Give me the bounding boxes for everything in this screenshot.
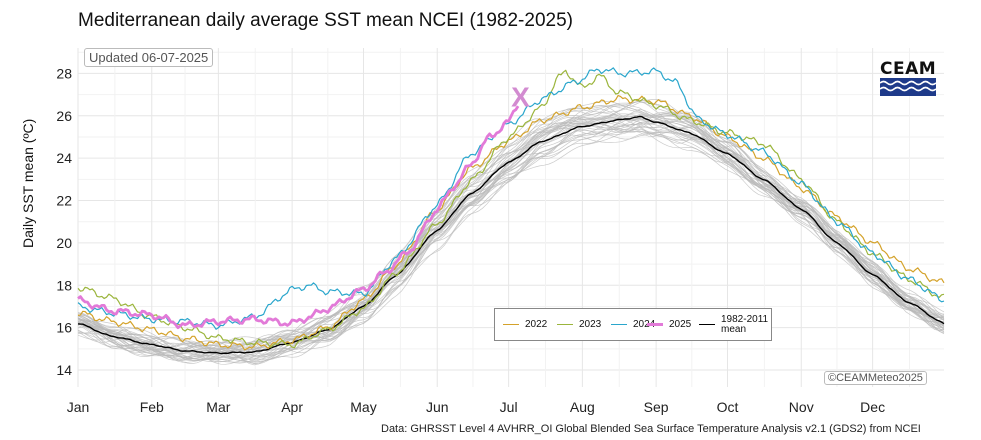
x-axis-ticks: Jan Feb Mar Apr May Jun Jul Aug Sep Oct Nov Dec — [67, 399, 885, 415]
series-line-2025 — [77, 105, 520, 330]
legend: 2022 2023 2024 2025 1982-2011 mean — [494, 308, 772, 341]
y-tick-label: 18 — [56, 277, 72, 293]
x-tick-label: Sep — [644, 399, 669, 415]
legend-item-mean: 1982-2011 mean — [699, 309, 768, 340]
y-tick-label: 22 — [56, 193, 72, 209]
series-line-2023 — [77, 69, 945, 349]
legend-label: 2025 — [669, 319, 692, 330]
x-tick-label: Nov — [789, 399, 814, 415]
x-tick-label: May — [350, 399, 376, 415]
legend-label: 2023 — [579, 319, 602, 330]
y-tick-label: 26 — [56, 108, 72, 124]
waves-icon — [879, 78, 937, 96]
background-year-line — [77, 113, 945, 361]
legend-label: 2024 — [633, 319, 656, 330]
y-tick-label: 24 — [56, 150, 72, 166]
legend-mean-line2: mean — [721, 323, 747, 335]
series-line-2024 — [77, 67, 945, 330]
series-line-1982-2011-mean — [77, 115, 945, 355]
x-tick-label: Mar — [206, 399, 230, 415]
legend-item-2022: 2022 — [503, 309, 547, 340]
series-lines — [77, 67, 945, 355]
legend-swatch — [557, 324, 573, 325]
x-tick-label: Aug — [570, 399, 595, 415]
legend-item-2025: 2025 — [647, 309, 691, 340]
updated-badge: Updated 06-07-2025 — [84, 48, 214, 67]
credit-badge: ©CEAMMeteo2025 — [824, 371, 927, 385]
y-tick-label: 28 — [56, 65, 72, 81]
x-tick-label: Jan — [67, 399, 90, 415]
x-tick-label: Dec — [860, 399, 885, 415]
y-tick-label: 20 — [56, 235, 72, 251]
chart-title: Mediterranean daily average SST mean NCE… — [78, 10, 573, 31]
x-tick-label: Apr — [281, 399, 303, 415]
ceam-logo: CEAM — [879, 59, 937, 101]
x-tick-label: Oct — [717, 399, 739, 415]
x-tick-label: Jun — [426, 399, 449, 415]
forecast-marker: X — [511, 82, 530, 113]
legend-label: 2022 — [525, 319, 548, 330]
data-source: Data: GHRSST Level 4 AVHRR_OI Global Ble… — [381, 423, 921, 435]
y-tick-label: 14 — [56, 362, 72, 378]
legend-item-2023: 2023 — [557, 309, 601, 340]
background-year-line — [77, 104, 945, 360]
legend-swatch — [503, 324, 519, 325]
background-year-line — [77, 117, 945, 362]
background-year-line — [77, 126, 945, 363]
background-year-line — [77, 108, 945, 364]
background-year-line — [77, 131, 945, 363]
x-tick-label: Jul — [500, 399, 518, 415]
x-tick-label: Feb — [140, 399, 164, 415]
legend-mean-label: 1982-2011 mean — [721, 313, 769, 335]
y-axis-label: Daily SST mean (ºC) — [20, 118, 36, 248]
y-axis-ticks: 14 16 18 20 22 24 26 28 — [56, 65, 72, 378]
logo-text: CEAM — [880, 59, 937, 79]
y-tick-label: 16 — [56, 320, 72, 336]
legend-swatch — [647, 323, 663, 326]
legend-item-2024: 2024 — [611, 309, 655, 340]
background-year-line — [77, 121, 945, 357]
series-line-2022 — [77, 94, 945, 351]
legend-swatch — [699, 324, 715, 325]
legend-mean-line1: 1982-2011 — [721, 313, 769, 325]
background-year-line — [77, 118, 945, 361]
background-years — [77, 98, 945, 366]
background-year-line — [77, 101, 945, 354]
background-year-line — [77, 98, 945, 351]
legend-swatch — [611, 324, 627, 325]
